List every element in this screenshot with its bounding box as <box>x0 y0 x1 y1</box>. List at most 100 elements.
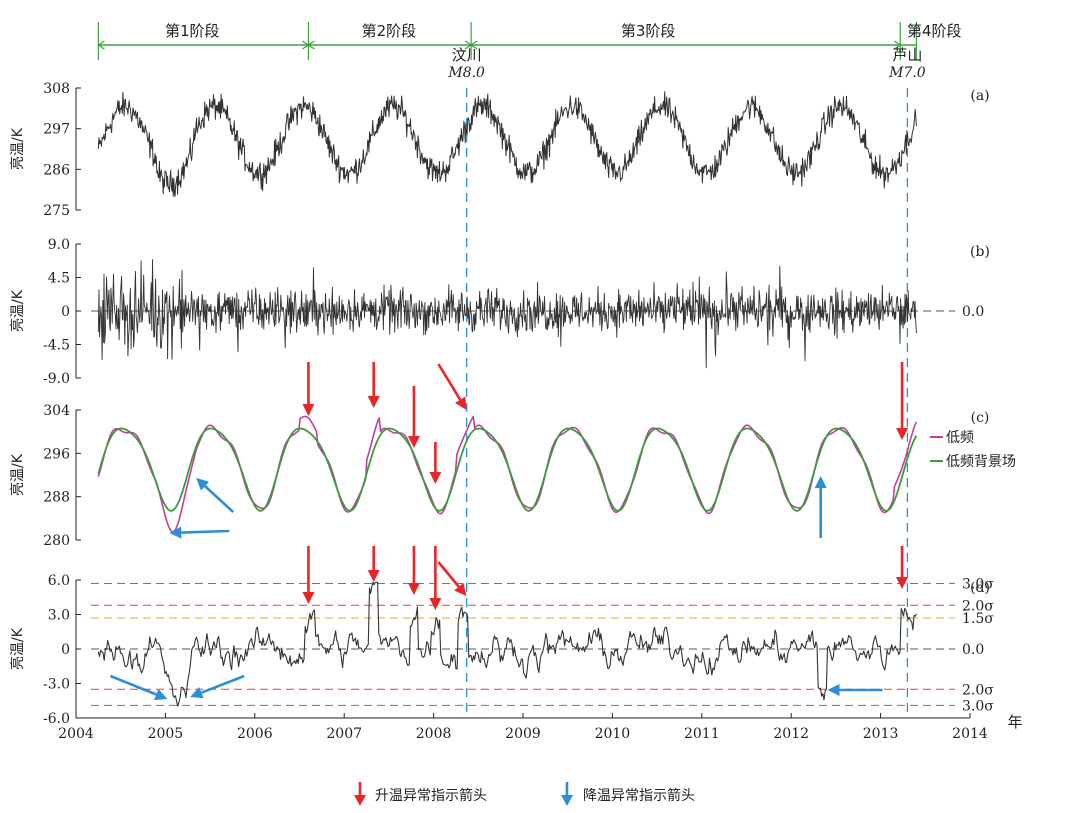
threshold-label: 3.0σ <box>962 576 994 592</box>
warming-arrow-head <box>454 582 467 596</box>
stage-arrow-right <box>893 40 902 50</box>
legend-label: 低频 <box>946 430 974 446</box>
series-line <box>97 91 917 197</box>
series-line <box>97 259 917 369</box>
warming-arrow <box>367 546 380 582</box>
event-magnitude: M7.0 <box>888 65 926 81</box>
y-tick-label: 280 <box>43 533 70 549</box>
threshold-label: 1.5σ <box>962 611 994 627</box>
warming-arrow-head <box>302 592 315 604</box>
x-unit-label: 年 <box>1007 713 1022 731</box>
y-tick-label: 288 <box>43 490 70 506</box>
y-tick-label: 3.0 <box>48 608 70 624</box>
cooling-arrow <box>196 478 235 513</box>
panels: 275 286 297 308 亮温/K (a) -9.0 -4.5 0 4.5 9.0 亮温/K (b… <box>9 81 1016 727</box>
stage-arrow-left <box>470 40 478 50</box>
y-tick-label: -6.0 <box>43 711 70 727</box>
y-tick-label: 304 <box>43 403 70 419</box>
warming-arrow <box>437 363 467 410</box>
warming-arrow-shaft <box>437 363 462 401</box>
legend-cool-arrow <box>561 782 573 806</box>
y-tick-label: 9.0 <box>48 237 70 253</box>
panel-tag: (c) <box>971 410 990 426</box>
event-name: 芦山 <box>892 46 922 64</box>
warming-arrow <box>302 546 315 604</box>
x-tick-label: 2006 <box>237 726 273 742</box>
cooling-arrow <box>109 674 168 701</box>
warming-arrow <box>407 386 420 448</box>
legend-warm-label: 升温异常指示箭头 <box>375 787 487 804</box>
event-magnitude: M8.0 <box>447 65 485 81</box>
y-tick-label: 6.0 <box>48 573 70 589</box>
warming-arrow-head <box>407 583 420 595</box>
warming-arrow <box>429 546 442 610</box>
panel-tag: (d) <box>970 580 990 596</box>
bottom-legend: 升温异常指示箭头 降温异常指示箭头 <box>354 782 695 806</box>
cooling-arrow-shaft <box>109 674 157 696</box>
warming-arrow-head <box>429 472 442 484</box>
y-tick-label: 296 <box>43 446 70 462</box>
warming-arrow-head <box>407 436 420 448</box>
stage-label: 第2阶段 <box>362 22 417 40</box>
cooling-arrow-head <box>154 688 168 701</box>
zero-label: 0.0 <box>962 304 984 320</box>
threshold-label: 0.0 <box>962 642 984 658</box>
legend-warm-arrow <box>354 782 366 806</box>
warming-arrow <box>437 561 467 596</box>
panel-a: 275 286 297 308 亮温/K (a) <box>9 81 990 219</box>
cooling-arrow-head <box>827 684 840 696</box>
x-tick-label: 2010 <box>595 726 631 742</box>
legend-warm-head <box>354 795 366 806</box>
x-tick-label: 2014 <box>952 726 988 742</box>
warming-arrow-head <box>302 404 315 416</box>
warming-arrow-shaft <box>437 561 460 588</box>
y-axis-label: 亮温/K <box>9 627 26 670</box>
warming-arrow-head <box>896 577 909 589</box>
y-tick-label: 308 <box>43 81 70 97</box>
warming-arrow <box>302 362 315 416</box>
x-tick-label: 2011 <box>684 726 720 742</box>
series-line <box>97 581 917 707</box>
warming-arrow <box>896 362 909 440</box>
warming-arrow-head <box>367 570 380 582</box>
event-name: 汶川 <box>452 46 482 64</box>
threshold-label: 3.0σ <box>962 698 994 714</box>
x-tick-label: 2005 <box>148 726 184 742</box>
cooling-arrow-head <box>169 526 182 539</box>
panel-tag: (b) <box>970 244 990 260</box>
y-axis-label: 亮温/K <box>9 127 26 170</box>
y-tick-label: 275 <box>43 203 70 219</box>
cooling-arrow-shaft <box>204 485 235 513</box>
threshold-label: 2.0σ <box>962 598 994 614</box>
legend-cool-head <box>561 795 573 806</box>
stage-bar: 第1阶段 第2阶段 第3阶段 第4阶段 <box>97 22 962 60</box>
x-axis: 2004 2005 2006 2007 2008 2009 2010 2011 2012 2013… <box>58 713 1023 742</box>
series-background <box>97 427 918 512</box>
stage-label: 第3阶段 <box>621 22 676 40</box>
stage-label: 第4阶段 <box>907 22 962 40</box>
x-tick-label: 2004 <box>58 726 94 742</box>
cooling-arrow-head <box>196 478 210 491</box>
x-tick-label: 2012 <box>773 726 809 742</box>
x-tick-label: 2013 <box>863 726 899 742</box>
legend-label: 低频背景场 <box>946 454 1016 470</box>
warming-arrow <box>407 546 420 595</box>
y-tick-label: 286 <box>43 162 70 178</box>
y-tick-label: -4.5 <box>43 338 70 354</box>
y-tick-label: 0 <box>61 304 70 320</box>
warming-arrow-head <box>429 598 442 610</box>
warming-arrow <box>896 546 909 589</box>
stage-arrow-left <box>97 40 105 50</box>
y-tick-label: -3.0 <box>43 677 70 693</box>
warming-arrow <box>429 442 442 484</box>
legend-cool-label: 降温异常指示箭头 <box>583 787 695 804</box>
x-tick-label: 2007 <box>326 726 362 742</box>
x-tick-label: 2008 <box>416 726 452 742</box>
cooling-arrow-shaft <box>181 529 230 534</box>
x-tick-label: 2009 <box>505 726 541 742</box>
cooling-arrow-head <box>814 476 827 488</box>
warming-arrow <box>367 362 380 408</box>
y-tick-label: 4.5 <box>48 271 70 287</box>
